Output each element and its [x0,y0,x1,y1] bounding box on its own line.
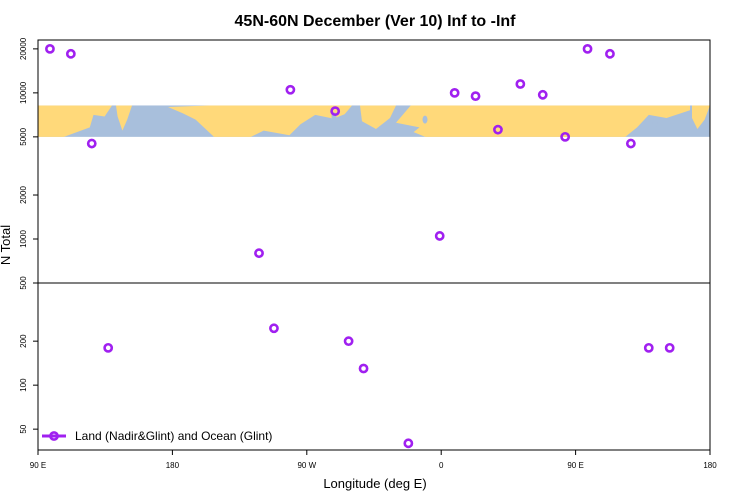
y-tick-label: 5000 [19,127,28,145]
legend-label: Land (Nadir&Glint) and Ocean (Glint) [75,429,272,443]
y-tick-label: 1000 [19,230,28,248]
data-point [86,138,97,149]
y-tick-label: 50 [19,424,28,433]
data-point [470,91,481,102]
map-land-greenland [360,105,396,129]
data-point [285,84,296,95]
map-water-inlet-0 [652,117,658,128]
chart-title: 45N-60N December (Ver 10) Inf to -Inf [235,13,517,30]
x-tick-label: 0 [439,461,444,470]
legend-marker-swatch [49,431,59,441]
data-point [45,43,55,54]
data-point [269,323,279,334]
data-point [330,106,341,117]
x-tick-label: 90 E [567,461,583,470]
y-tick-label: 500 [19,276,28,290]
data-point [537,89,548,100]
y-axis-label: N Total [0,225,13,265]
legend: Land (Nadir&Glint) and Ocean (Glint) [42,429,272,443]
y-tick-label: 10000 [19,81,28,104]
data-point [403,438,414,449]
data-point [449,87,460,98]
data-point [515,79,526,89]
y-tick-label: 2000 [19,186,28,204]
map-land-eurasia-east [38,105,112,137]
data-point [664,342,675,353]
map-land-europe-asia [396,105,690,137]
map-land-north-america [168,105,352,137]
data-points [45,43,675,449]
data-point [434,231,445,241]
data-point [582,43,593,54]
map-water-inlet-1 [422,115,428,124]
data-point [343,336,354,347]
y-tick-label: 200 [19,334,28,348]
data-point [358,363,369,374]
data-point [605,48,615,59]
map-land-kamchatka [116,105,132,131]
data-point [254,248,264,259]
data-point [103,342,114,353]
x-tick-label: 180 [166,461,180,470]
plot-area-frame [37,39,711,451]
map-land-kamchatka-east [692,105,710,129]
data-point [643,342,654,353]
y-tick-label: 100 [19,378,28,392]
x-tick-label: 90 E [30,461,46,470]
data-point [560,131,571,142]
data-point [625,138,636,149]
data-point [65,48,76,59]
x-tick-label: 180 [703,461,717,470]
y-axis: 50 100 200 500 1000 2000 5000 10000 20000 [19,37,38,434]
x-axis-label: Longitude (deg E) [323,476,426,491]
world-map-band [38,105,710,137]
x-axis: 90 E 180 90 W 0 90 E 180 [30,450,717,470]
y-tick-label: 20000 [19,37,28,60]
x-tick-label: 90 W [297,461,316,470]
data-point [493,124,503,135]
